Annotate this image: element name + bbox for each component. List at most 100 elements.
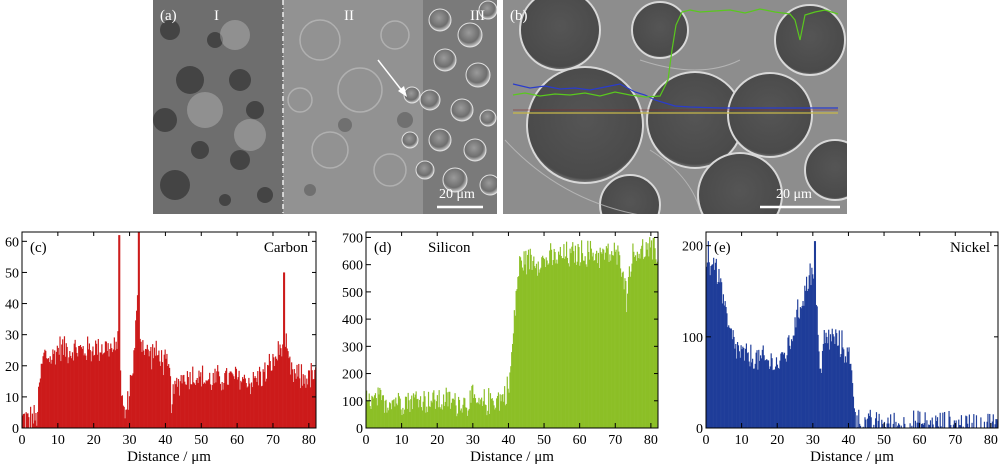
- nickel-bar: [868, 415, 870, 428]
- silicon-bar: [634, 255, 637, 428]
- carbon-bar: [53, 353, 55, 428]
- carbon-bar: [291, 362, 293, 428]
- carbon-bar: [162, 375, 164, 428]
- silicon-bar: [475, 403, 477, 428]
- carbon-bar: [65, 343, 67, 428]
- silicon-bar: [396, 405, 399, 428]
- silicon-bar: [602, 248, 604, 428]
- silicon-y-tick-label: 500: [342, 286, 363, 301]
- carbon-bar: [276, 360, 278, 428]
- nickel-bar: [730, 328, 732, 428]
- silicon-bar: [596, 250, 598, 428]
- silicon-bar: [459, 410, 461, 428]
- carbon-bar: [307, 384, 309, 428]
- nickel-bar: [721, 303, 724, 428]
- silicon-bar: [458, 396, 460, 428]
- carbon-bar: [101, 344, 103, 428]
- carbon-bar: [85, 355, 87, 428]
- silicon-bar: [569, 248, 571, 428]
- silicon-bar: [534, 266, 536, 428]
- nickel-bar: [898, 423, 900, 428]
- carbon-bar: [176, 377, 178, 428]
- carbon-bar: [40, 363, 42, 428]
- silicon-bar: [643, 257, 646, 428]
- silicon-bar: [577, 243, 579, 428]
- nickel-bar: [952, 424, 955, 428]
- nickel-bar: [829, 334, 832, 428]
- nickel-bar: [824, 343, 826, 428]
- carbon-bar: [96, 354, 99, 428]
- nickel-bar: [715, 258, 717, 428]
- silicon-bar: [407, 392, 409, 428]
- carbon-bar: [90, 361, 92, 428]
- carbon-bar: [253, 378, 255, 428]
- carbon-bar: [283, 272, 285, 428]
- silicon-bar: [638, 253, 640, 428]
- silicon-x-tick-label: 70: [608, 433, 622, 448]
- carbon-bar: [73, 343, 75, 428]
- nickel-x-tick-label: 50: [877, 433, 891, 448]
- nickel-x-tick-label: 80: [984, 433, 998, 448]
- carbon-bar: [115, 341, 117, 428]
- nickel-bar: [746, 353, 748, 428]
- carbon-panel-label: (c): [30, 240, 47, 256]
- nickel-bar: [924, 412, 926, 428]
- nickel-bar: [760, 358, 763, 428]
- carbon-bar: [144, 348, 147, 428]
- nickel-bar: [737, 345, 740, 428]
- carbon-bar: [152, 358, 155, 428]
- nickel-bar: [913, 410, 915, 428]
- nickel-bar: [882, 424, 884, 428]
- carbon-bar: [198, 370, 200, 428]
- silicon-bar: [447, 406, 449, 428]
- silicon-bar: [554, 252, 556, 428]
- carbon-bar: [248, 377, 250, 428]
- nickel-bar: [823, 330, 825, 428]
- silicon-bar: [642, 259, 645, 428]
- silicon-bar: [642, 239, 644, 428]
- silicon-bar: [552, 260, 554, 428]
- carbon-bar: [71, 352, 74, 428]
- nickel-bar: [966, 416, 968, 428]
- silicon-bar: [538, 272, 540, 428]
- nickel-bar: [779, 360, 781, 428]
- nickel-bar: [960, 415, 963, 428]
- carbon-bar: [259, 371, 262, 428]
- silicon-bar: [517, 277, 519, 428]
- carbon-bar: [104, 341, 107, 428]
- carbon-bar: [180, 375, 182, 428]
- nickel-bar: [767, 360, 769, 428]
- carbon-bar: [219, 383, 221, 428]
- nickel-bar: [859, 423, 861, 428]
- silicon-bar: [588, 259, 591, 428]
- silicon-bar: [487, 410, 489, 428]
- carbon-bar: [183, 374, 185, 428]
- silicon-bar: [386, 412, 388, 428]
- carbon-bar: [135, 320, 137, 428]
- carbon-bar: [108, 356, 110, 428]
- silicon-bar: [627, 277, 630, 428]
- nickel-bar: [973, 414, 975, 428]
- silicon-bar: [655, 259, 657, 428]
- silicon-bar: [455, 405, 457, 428]
- silicon-bar: [611, 255, 614, 428]
- silicon-bar: [616, 264, 618, 428]
- nickel-bar: [821, 350, 824, 428]
- silicon-bar: [411, 395, 413, 428]
- carbon-bar: [203, 382, 205, 428]
- silicon-bar: [381, 395, 384, 428]
- carbon-bar: [213, 383, 215, 428]
- silicon-bar: [423, 391, 425, 428]
- carbon-bar: [258, 366, 261, 428]
- nickel-bar: [950, 425, 952, 428]
- carbon-bar: [89, 350, 91, 428]
- nickel-bar: [815, 304, 817, 428]
- silicon-bar: [401, 415, 403, 428]
- silicon-bar: [481, 405, 484, 428]
- silicon-bar: [371, 395, 373, 428]
- carbon-bar: [68, 357, 70, 428]
- carbon-x-tick-label: 30: [123, 433, 137, 448]
- carbon-bar: [62, 339, 64, 428]
- carbon-bar: [69, 351, 71, 428]
